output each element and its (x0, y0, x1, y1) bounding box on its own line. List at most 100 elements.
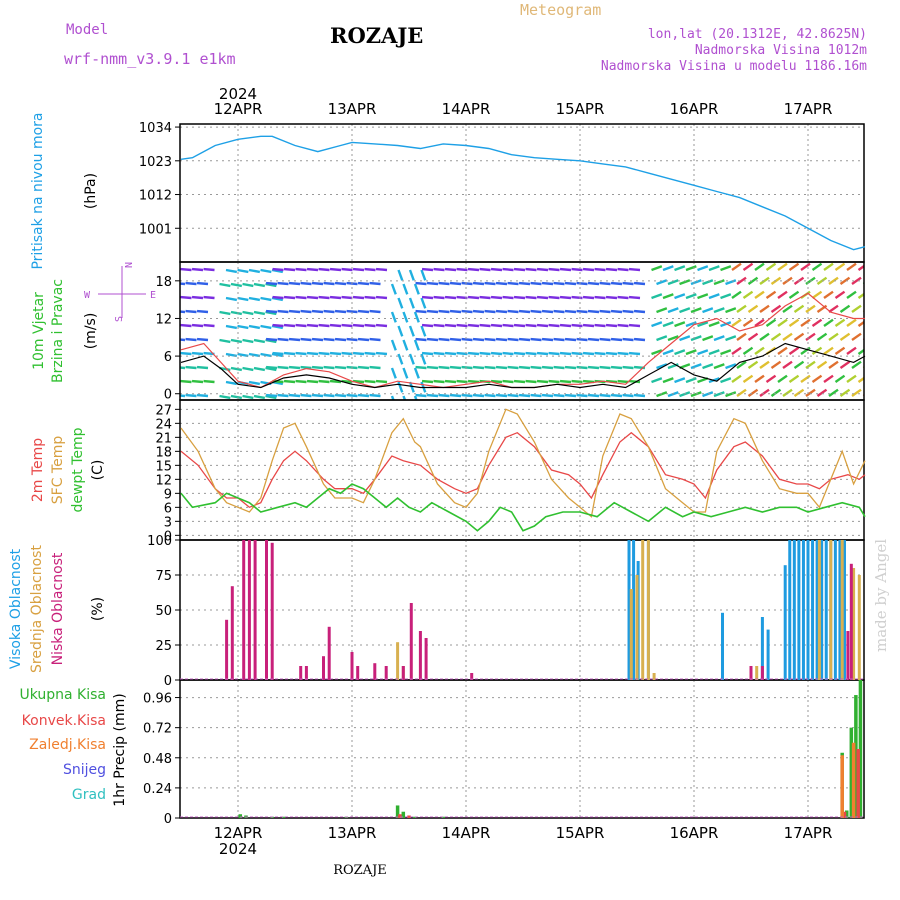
wind-barb (272, 323, 284, 328)
wind-barb (823, 318, 834, 327)
wind-barb (364, 295, 376, 300)
wind-barb (857, 292, 864, 299)
wind-barb (433, 379, 445, 384)
wind-barb (185, 393, 197, 398)
wind-barb (203, 295, 215, 300)
wind-barb (364, 379, 376, 384)
wind-barb (237, 324, 249, 330)
wind-barb (248, 324, 261, 330)
wind-barb (742, 290, 754, 299)
wind-barb (467, 323, 480, 328)
wind-barb (413, 367, 420, 379)
wind-barb (582, 267, 595, 272)
wind-barb (369, 281, 381, 286)
wind-barb (857, 320, 864, 327)
wind-barb (191, 295, 204, 300)
wind-barb (180, 380, 181, 382)
wind-barb (461, 365, 473, 370)
precip-labels: Ukupna Kisa Konvek.Kisa Zaledj.Kisa Snij… (19, 687, 128, 807)
wind-barb (203, 379, 215, 384)
wind-barb (225, 268, 238, 274)
wind-barb (731, 290, 742, 299)
x-tick-label-top: 12APR (214, 100, 263, 118)
wind-barb (559, 379, 572, 384)
precip-ylabel: 1hr Precip (mm) (112, 693, 128, 806)
wind-barb (295, 323, 307, 328)
bar (238, 814, 243, 818)
wind-barb (816, 332, 828, 341)
wind-barb (277, 365, 289, 370)
wind-barb (375, 379, 388, 384)
wind-barb (788, 374, 800, 383)
y-tick-label: 0 (164, 388, 172, 403)
wind-barb (846, 346, 857, 355)
wind-barb (862, 282, 864, 285)
wind-barb (426, 309, 439, 314)
legend-frozen: Zaledj.Kisa (29, 737, 106, 753)
wind-barb (582, 323, 595, 328)
wind-barb (219, 310, 231, 316)
wind-barb (180, 296, 181, 298)
wind-barb (513, 351, 526, 356)
wind-barb (736, 388, 747, 397)
wind-barb (846, 290, 857, 299)
wind-barb (421, 351, 434, 356)
wind-barb (495, 309, 508, 314)
wind-barb (180, 323, 192, 328)
wind-barb (230, 366, 243, 372)
wind-barb (364, 351, 376, 356)
wind-barb (300, 393, 312, 398)
x-tick-label-bottom: 17APR (784, 824, 833, 842)
wind-barb (605, 267, 618, 272)
wind-barb (260, 352, 272, 358)
bar (409, 603, 413, 680)
wind-barb (594, 267, 606, 272)
bar (840, 755, 844, 818)
wind-barb (253, 338, 266, 344)
wind-barb (759, 304, 770, 313)
wind-barb (770, 276, 782, 285)
wind-barb (329, 267, 342, 272)
y-tick-label: 0.96 (143, 692, 172, 707)
bar (749, 666, 753, 680)
wind-barb (702, 363, 714, 370)
wind-barb (490, 267, 503, 272)
wind-barb (702, 307, 714, 314)
y-tick-label: 12 (155, 312, 172, 327)
wind-barb (564, 365, 577, 370)
wind-barb (248, 380, 261, 386)
wind-barb (685, 321, 697, 328)
wind-barb (679, 279, 691, 286)
wind-barb (300, 281, 312, 286)
wind-barb (708, 265, 720, 272)
wind-barb (502, 295, 514, 300)
wind-barb (518, 365, 531, 370)
wind-barb (674, 349, 686, 356)
wind-barb (541, 337, 554, 342)
wind-barb (472, 309, 485, 314)
y-tick-label: 6 (164, 501, 172, 516)
wind-barb (605, 351, 618, 356)
wind-barb (415, 309, 427, 314)
wind-barb (536, 323, 549, 328)
wind-barb (525, 379, 537, 384)
wind-barb (472, 337, 485, 342)
wind-barb (548, 351, 560, 356)
wind-barb (862, 366, 864, 369)
wind-barb (196, 281, 209, 286)
wind-barb (571, 323, 583, 328)
wind-barb (346, 337, 358, 342)
coords-label: lon,lat (20.1312E, 42.8625N) (648, 27, 867, 42)
wind-barb (708, 349, 720, 356)
wind-barb (472, 365, 485, 370)
wind-barb (782, 360, 793, 369)
bar (846, 631, 850, 680)
wind-barb (690, 363, 702, 370)
wind-barb (426, 393, 439, 398)
wind-barb (219, 394, 231, 400)
wind-barb (438, 393, 450, 398)
product-title: Meteogram (520, 1, 601, 19)
wind-barb (237, 268, 249, 274)
wind-barb (352, 379, 365, 384)
wind-barb (685, 377, 697, 384)
